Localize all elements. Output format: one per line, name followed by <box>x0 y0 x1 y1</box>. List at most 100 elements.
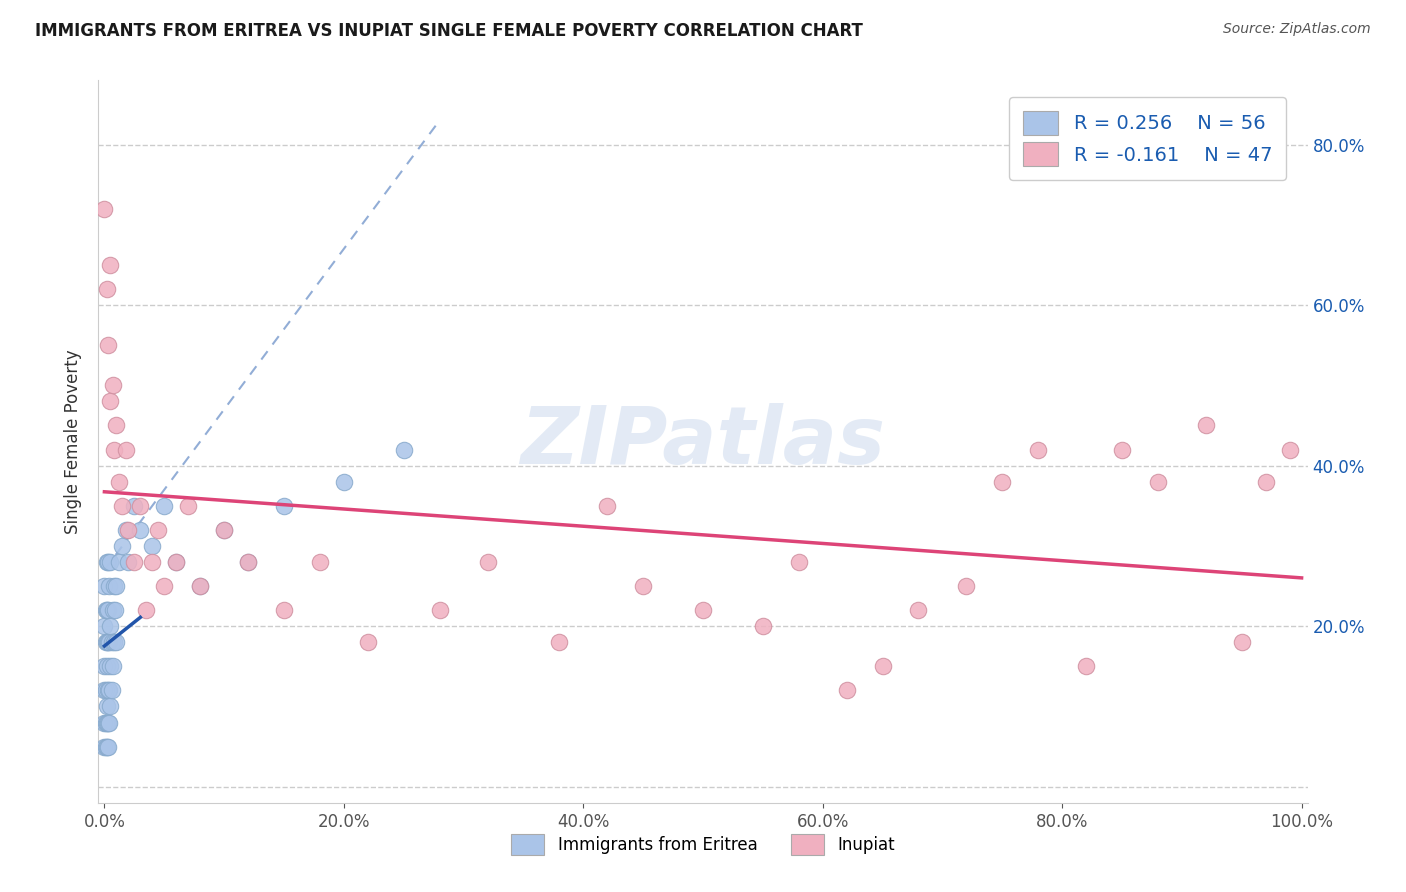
Point <box>97 555 120 569</box>
Point <box>129 523 152 537</box>
Point <box>96 603 118 617</box>
Point <box>94 683 117 698</box>
Point <box>93 202 115 216</box>
Point <box>100 699 122 714</box>
Point <box>787 555 810 569</box>
Point <box>631 579 654 593</box>
Point <box>100 635 122 649</box>
Point <box>100 659 122 673</box>
Point <box>212 523 235 537</box>
Point <box>188 579 211 593</box>
Point <box>103 635 125 649</box>
Point <box>692 603 714 617</box>
Point <box>117 555 139 569</box>
Point <box>105 418 128 433</box>
Point <box>148 523 170 537</box>
Y-axis label: Single Female Poverty: Single Female Poverty <box>65 350 83 533</box>
Point <box>596 499 619 513</box>
Point <box>93 715 115 730</box>
Point <box>93 659 115 673</box>
Point <box>101 603 124 617</box>
Point <box>97 338 120 352</box>
Point <box>97 683 120 698</box>
Point <box>93 683 115 698</box>
Point <box>1254 475 1277 489</box>
Point <box>477 555 499 569</box>
Point <box>96 699 118 714</box>
Point <box>392 442 415 457</box>
Point <box>96 715 118 730</box>
Point <box>100 394 122 409</box>
Point <box>165 555 187 569</box>
Point <box>124 555 146 569</box>
Point <box>153 579 176 593</box>
Point <box>94 603 117 617</box>
Point <box>103 442 125 457</box>
Point <box>1026 442 1049 457</box>
Point <box>96 635 118 649</box>
Point <box>103 579 125 593</box>
Point <box>1111 442 1133 457</box>
Point <box>124 499 146 513</box>
Point <box>177 499 200 513</box>
Point <box>101 378 124 392</box>
Point <box>105 635 128 649</box>
Point <box>1278 442 1301 457</box>
Point <box>991 475 1014 489</box>
Point <box>1195 418 1218 433</box>
Text: ZIPatlas: ZIPatlas <box>520 402 886 481</box>
Point <box>1230 635 1253 649</box>
Point <box>548 635 571 649</box>
Point <box>188 579 211 593</box>
Point <box>96 659 118 673</box>
Point <box>107 475 129 489</box>
Point <box>93 739 115 754</box>
Point <box>955 579 977 593</box>
Point <box>98 579 121 593</box>
Point <box>115 523 138 537</box>
Point <box>273 499 295 513</box>
Point <box>1147 475 1170 489</box>
Point <box>115 442 138 457</box>
Point <box>97 739 120 754</box>
Point <box>98 715 121 730</box>
Point <box>104 603 127 617</box>
Point <box>96 282 118 296</box>
Point <box>100 258 122 272</box>
Point <box>100 683 122 698</box>
Point <box>107 555 129 569</box>
Point <box>357 635 380 649</box>
Point <box>111 499 134 513</box>
Point <box>93 619 115 633</box>
Point <box>94 739 117 754</box>
Point <box>141 539 163 553</box>
Point <box>165 555 187 569</box>
Point <box>141 555 163 569</box>
Point <box>111 539 134 553</box>
Point <box>97 715 120 730</box>
Text: Source: ZipAtlas.com: Source: ZipAtlas.com <box>1223 22 1371 37</box>
Text: IMMIGRANTS FROM ERITREA VS INUPIAT SINGLE FEMALE POVERTY CORRELATION CHART: IMMIGRANTS FROM ERITREA VS INUPIAT SINGL… <box>35 22 863 40</box>
Point <box>100 619 122 633</box>
Point <box>835 683 858 698</box>
Legend: Immigrants from Eritrea, Inupiat: Immigrants from Eritrea, Inupiat <box>503 826 903 863</box>
Point <box>872 659 894 673</box>
Point <box>1074 659 1097 673</box>
Point <box>236 555 259 569</box>
Point <box>101 659 124 673</box>
Point <box>105 579 128 593</box>
Point <box>429 603 451 617</box>
Point <box>93 579 115 593</box>
Point <box>273 603 295 617</box>
Point <box>94 635 117 649</box>
Point <box>94 715 117 730</box>
Point <box>212 523 235 537</box>
Point <box>236 555 259 569</box>
Point <box>117 523 139 537</box>
Point <box>333 475 356 489</box>
Point <box>97 603 120 617</box>
Point <box>153 499 176 513</box>
Point <box>309 555 332 569</box>
Point <box>98 635 121 649</box>
Point <box>96 739 118 754</box>
